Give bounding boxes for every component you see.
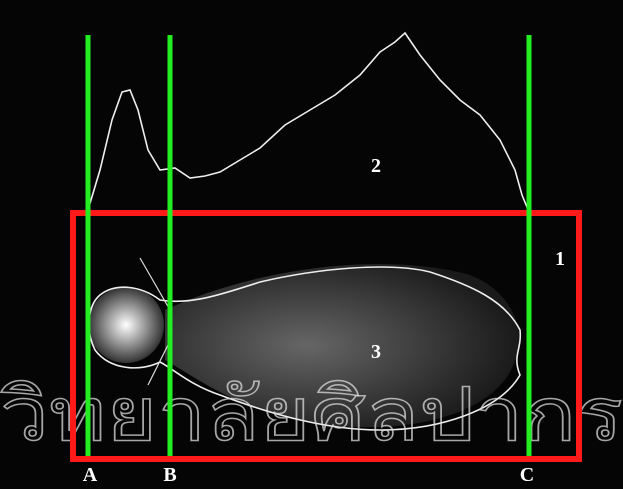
- comet-image: วิทยาลัยศิลปากร 1 2 3 A B C: [0, 0, 623, 489]
- region-label: 3: [371, 341, 381, 363]
- line-label: A: [83, 464, 98, 486]
- region-label: 1: [555, 248, 565, 270]
- comet-head: [88, 287, 164, 363]
- line-label: C: [520, 464, 534, 486]
- line-label: B: [163, 464, 176, 486]
- region-label: 2: [371, 155, 381, 177]
